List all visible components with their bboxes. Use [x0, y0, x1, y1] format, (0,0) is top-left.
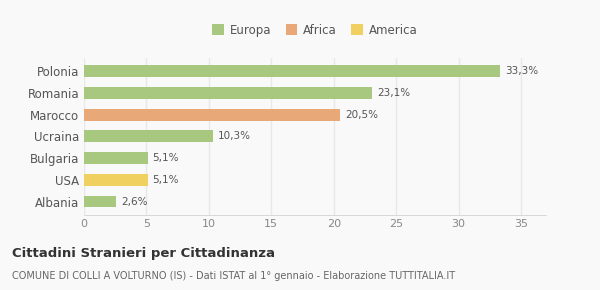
Bar [84, 130, 212, 142]
Bar [84, 87, 373, 99]
Text: 2,6%: 2,6% [121, 197, 148, 206]
Text: Cittadini Stranieri per Cittadinanza: Cittadini Stranieri per Cittadinanza [12, 247, 275, 260]
Text: 10,3%: 10,3% [218, 131, 251, 141]
Bar [84, 65, 500, 77]
Text: 33,3%: 33,3% [505, 66, 538, 76]
Bar [84, 195, 116, 207]
Bar [84, 174, 148, 186]
Legend: Europa, Africa, America: Europa, Africa, America [209, 20, 421, 40]
Bar [84, 108, 340, 121]
Text: 20,5%: 20,5% [345, 110, 378, 119]
Text: COMUNE DI COLLI A VOLTURNO (IS) - Dati ISTAT al 1° gennaio - Elaborazione TUTTIT: COMUNE DI COLLI A VOLTURNO (IS) - Dati I… [12, 271, 455, 281]
Bar [84, 152, 148, 164]
Text: 23,1%: 23,1% [377, 88, 410, 98]
Text: 5,1%: 5,1% [152, 175, 179, 185]
Text: 5,1%: 5,1% [152, 153, 179, 163]
